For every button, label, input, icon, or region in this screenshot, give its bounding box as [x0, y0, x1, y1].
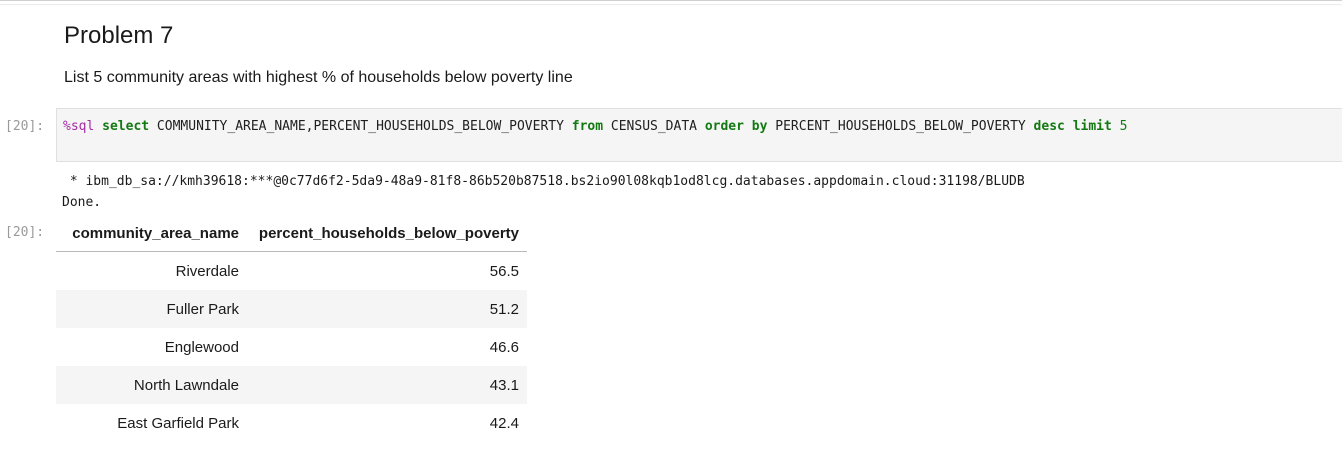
table-row: Englewood 46.6 [56, 328, 527, 366]
column-header-community-area-name: community_area_name [56, 215, 247, 252]
cell-percent-households: 56.5 [489, 262, 519, 280]
cell-community-area-name: Riverdale [175, 262, 239, 280]
code-cell-editor[interactable]: %sql select COMMUNITY_AREA_NAME,PERCENT_… [56, 108, 1342, 162]
result-table: community_area_name percent_households_b… [56, 215, 527, 442]
markdown-heading: Problem 7 [64, 22, 174, 49]
table-row: Fuller Park 51.2 [56, 290, 527, 328]
keyword-select: select [102, 119, 150, 134]
table-header-row: community_area_name percent_households_b… [56, 215, 527, 252]
cell-percent-households: 42.4 [489, 414, 519, 432]
keyword-from: from [571, 119, 604, 134]
connection-string-output: * ibm_db_sa://kmh39618:***@0c77d6f2-5da9… [62, 174, 1025, 189]
cell-percent-households: 51.2 [247, 290, 527, 328]
table-row: Riverdale 56.5 [56, 252, 527, 291]
table-row: North Lawndale 43.1 [56, 366, 527, 404]
keyword-order-by: order by [704, 119, 768, 134]
limit-value: 5 [1119, 119, 1128, 134]
sql-magic: %sql [63, 119, 95, 134]
markdown-description: List 5 community areas with highest % of… [64, 69, 573, 86]
column-header-percent-households: percent_households_below_poverty [247, 215, 527, 252]
notebook-top-border [0, 0, 1342, 4]
cell-percent-households: 46.6 [489, 338, 519, 356]
table-row: East Garfield Park 42.4 [56, 404, 527, 442]
code-columns: COMMUNITY_AREA_NAME,PERCENT_HOUSEHOLDS_B… [149, 119, 572, 134]
code-line: %sql select COMMUNITY_AREA_NAME,PERCENT_… [63, 119, 1127, 134]
cell-community-area-name: Fuller Park [56, 290, 247, 328]
cell-community-area-name: East Garfield Park [117, 414, 239, 432]
done-output: Done. [62, 195, 102, 210]
code-table-name: CENSUS_DATA [603, 119, 705, 134]
cell-percent-households: 43.1 [247, 366, 527, 404]
keyword-limit: limit [1072, 119, 1112, 134]
cell-community-area-name: Englewood [164, 338, 239, 356]
output-prompt: [20]: [5, 225, 45, 240]
keyword-desc: desc [1033, 119, 1065, 134]
input-prompt: [20]: [5, 119, 45, 134]
code-order-column: PERCENT_HOUSEHOLDS_BELOW_POVERTY [767, 119, 1034, 134]
cell-community-area-name: North Lawndale [56, 366, 247, 404]
